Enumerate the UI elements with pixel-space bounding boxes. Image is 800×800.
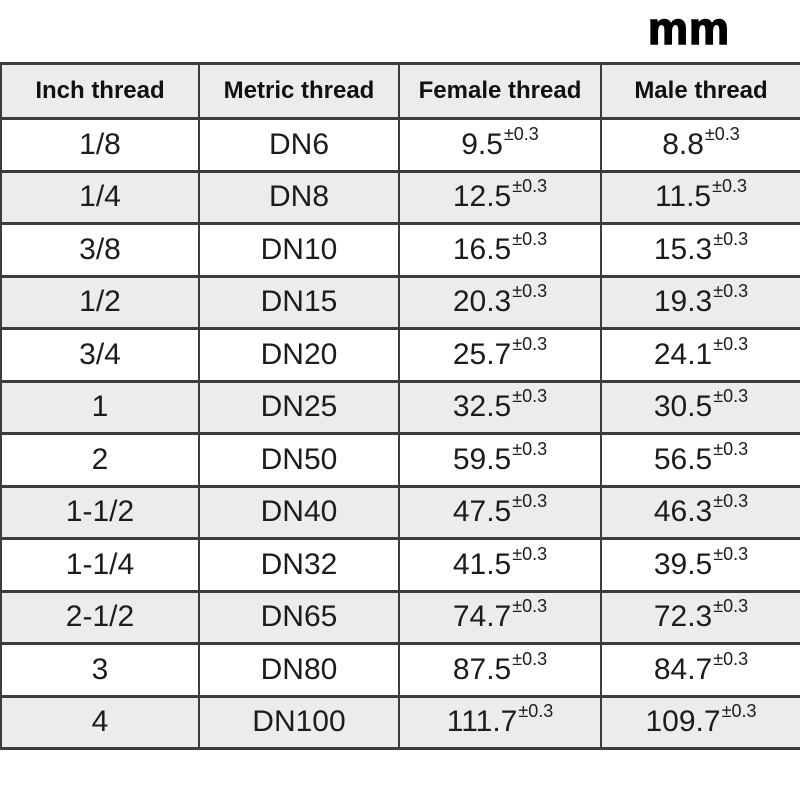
cell-male-thread: 15.3±0.3 [600, 222, 800, 278]
tolerance-superscript: ±0.3 [704, 123, 740, 144]
tolerance-superscript: ±0.3 [713, 438, 749, 459]
spec-table-body: 1/8 DN6 9.5±0.3 8.8±0.3 1/4 DN8 12.5±0.3… [0, 117, 800, 750]
tolerance-superscript: ±0.3 [512, 228, 548, 249]
cell-metric-thread: DN25 [198, 379, 400, 435]
cell-metric-thread: DN6 [198, 117, 400, 173]
thread-spec-table: Inch thread Metric thread Female thread … [0, 62, 800, 750]
tolerance-superscript: ±0.3 [518, 701, 554, 722]
cell-female-thread: 25.7±0.3 [398, 327, 602, 383]
cell-metric-thread: DN100 [198, 694, 400, 750]
tolerance-superscript: ±0.3 [512, 543, 548, 564]
table-row: 4 DN100 111.7±0.3 109.7±0.3 [0, 694, 800, 750]
tolerance-superscript: ±0.3 [713, 281, 749, 302]
column-header-female-thread: Female thread [398, 62, 602, 120]
tolerance-superscript: ±0.3 [512, 596, 548, 617]
tolerance-superscript: ±0.3 [713, 543, 749, 564]
tolerance-superscript: ±0.3 [713, 386, 749, 407]
tolerance-superscript: ±0.3 [713, 228, 749, 249]
cell-metric-thread: DN15 [198, 274, 400, 330]
cell-female-thread: 20.3±0.3 [398, 274, 602, 330]
cell-male-thread: 46.3±0.3 [600, 484, 800, 540]
cell-inch-thread: 1/4 [0, 169, 200, 225]
cell-male-thread: 30.5±0.3 [600, 379, 800, 435]
table-header: Inch thread Metric thread Female thread … [0, 62, 800, 120]
cell-female-thread: 41.5±0.3 [398, 537, 602, 593]
tolerance-superscript: ±0.3 [713, 491, 749, 512]
tolerance-superscript: ±0.3 [713, 333, 749, 354]
tolerance-superscript: ±0.3 [713, 596, 749, 617]
cell-female-thread: 59.5±0.3 [398, 432, 602, 488]
cell-metric-thread: DN80 [198, 642, 400, 698]
cell-metric-thread: DN32 [198, 537, 400, 593]
cell-inch-thread: 1/2 [0, 274, 200, 330]
cell-male-thread: 109.7±0.3 [600, 694, 800, 750]
cell-inch-thread: 1-1/2 [0, 484, 200, 540]
table-row: 1/4 DN8 12.5±0.3 11.5±0.3 [0, 169, 800, 225]
table-row: 1/2 DN15 20.3±0.3 19.3±0.3 [0, 274, 800, 330]
cell-female-thread: 87.5±0.3 [398, 642, 602, 698]
tolerance-superscript: ±0.3 [512, 333, 548, 354]
cell-male-thread: 84.7±0.3 [600, 642, 800, 698]
cell-inch-thread: 2-1/2 [0, 589, 200, 645]
cell-metric-thread: DN40 [198, 484, 400, 540]
cell-inch-thread: 1/8 [0, 117, 200, 173]
table-row: 1 DN25 32.5±0.3 30.5±0.3 [0, 379, 800, 435]
table-row: 2 DN50 59.5±0.3 56.5±0.3 [0, 432, 800, 488]
cell-female-thread: 74.7±0.3 [398, 589, 602, 645]
tolerance-superscript: ±0.3 [503, 123, 539, 144]
cell-inch-thread: 1 [0, 379, 200, 435]
cell-inch-thread: 3 [0, 642, 200, 698]
tolerance-superscript: ±0.3 [512, 491, 548, 512]
header-row: Inch thread Metric thread Female thread … [0, 62, 800, 120]
column-header-male-thread: Male thread [600, 62, 800, 120]
cell-metric-thread: DN65 [198, 589, 400, 645]
table-row: 3/8 DN10 16.5±0.3 15.3±0.3 [0, 222, 800, 278]
tolerance-superscript: ±0.3 [721, 701, 757, 722]
tolerance-superscript: ±0.3 [512, 281, 548, 302]
cell-metric-thread: DN8 [198, 169, 400, 225]
table-row: 1-1/4 DN32 41.5±0.3 39.5±0.3 [0, 537, 800, 593]
cell-male-thread: 72.3±0.3 [600, 589, 800, 645]
cell-female-thread: 12.5±0.3 [398, 169, 602, 225]
cell-female-thread: 47.5±0.3 [398, 484, 602, 540]
cell-female-thread: 32.5±0.3 [398, 379, 602, 435]
cell-female-thread: 16.5±0.3 [398, 222, 602, 278]
tolerance-superscript: ±0.3 [512, 648, 548, 669]
tolerance-superscript: ±0.3 [712, 176, 748, 197]
cell-inch-thread: 3/4 [0, 327, 200, 383]
table-row: 2-1/2 DN65 74.7±0.3 72.3±0.3 [0, 589, 800, 645]
table-row: 3/4 DN20 25.7±0.3 24.1±0.3 [0, 327, 800, 383]
table-row: 3 DN80 87.5±0.3 84.7±0.3 [0, 642, 800, 698]
tolerance-superscript: ±0.3 [512, 176, 548, 197]
cell-female-thread: 9.5±0.3 [398, 117, 602, 173]
tolerance-superscript: ±0.3 [512, 386, 548, 407]
cell-male-thread: 19.3±0.3 [600, 274, 800, 330]
cell-male-thread: 24.1±0.3 [600, 327, 800, 383]
cell-inch-thread: 1-1/4 [0, 537, 200, 593]
cell-inch-thread: 3/8 [0, 222, 200, 278]
tolerance-superscript: ±0.3 [512, 438, 548, 459]
cell-male-thread: 39.5±0.3 [600, 537, 800, 593]
cell-female-thread: 111.7±0.3 [398, 694, 602, 750]
column-header-inch-thread: Inch thread [0, 62, 200, 120]
cell-male-thread: 11.5±0.3 [600, 169, 800, 225]
table-row: 1/8 DN6 9.5±0.3 8.8±0.3 [0, 117, 800, 173]
cell-metric-thread: DN50 [198, 432, 400, 488]
tolerance-superscript: ±0.3 [713, 648, 749, 669]
cell-inch-thread: 2 [0, 432, 200, 488]
table-row: 1-1/2 DN40 47.5±0.3 46.3±0.3 [0, 484, 800, 540]
cell-metric-thread: DN10 [198, 222, 400, 278]
cell-male-thread: 8.8±0.3 [600, 117, 800, 173]
cell-metric-thread: DN20 [198, 327, 400, 383]
column-header-metric-thread: Metric thread [198, 62, 400, 120]
unit-label: mm [647, 3, 731, 54]
cell-inch-thread: 4 [0, 694, 200, 750]
cell-male-thread: 56.5±0.3 [600, 432, 800, 488]
